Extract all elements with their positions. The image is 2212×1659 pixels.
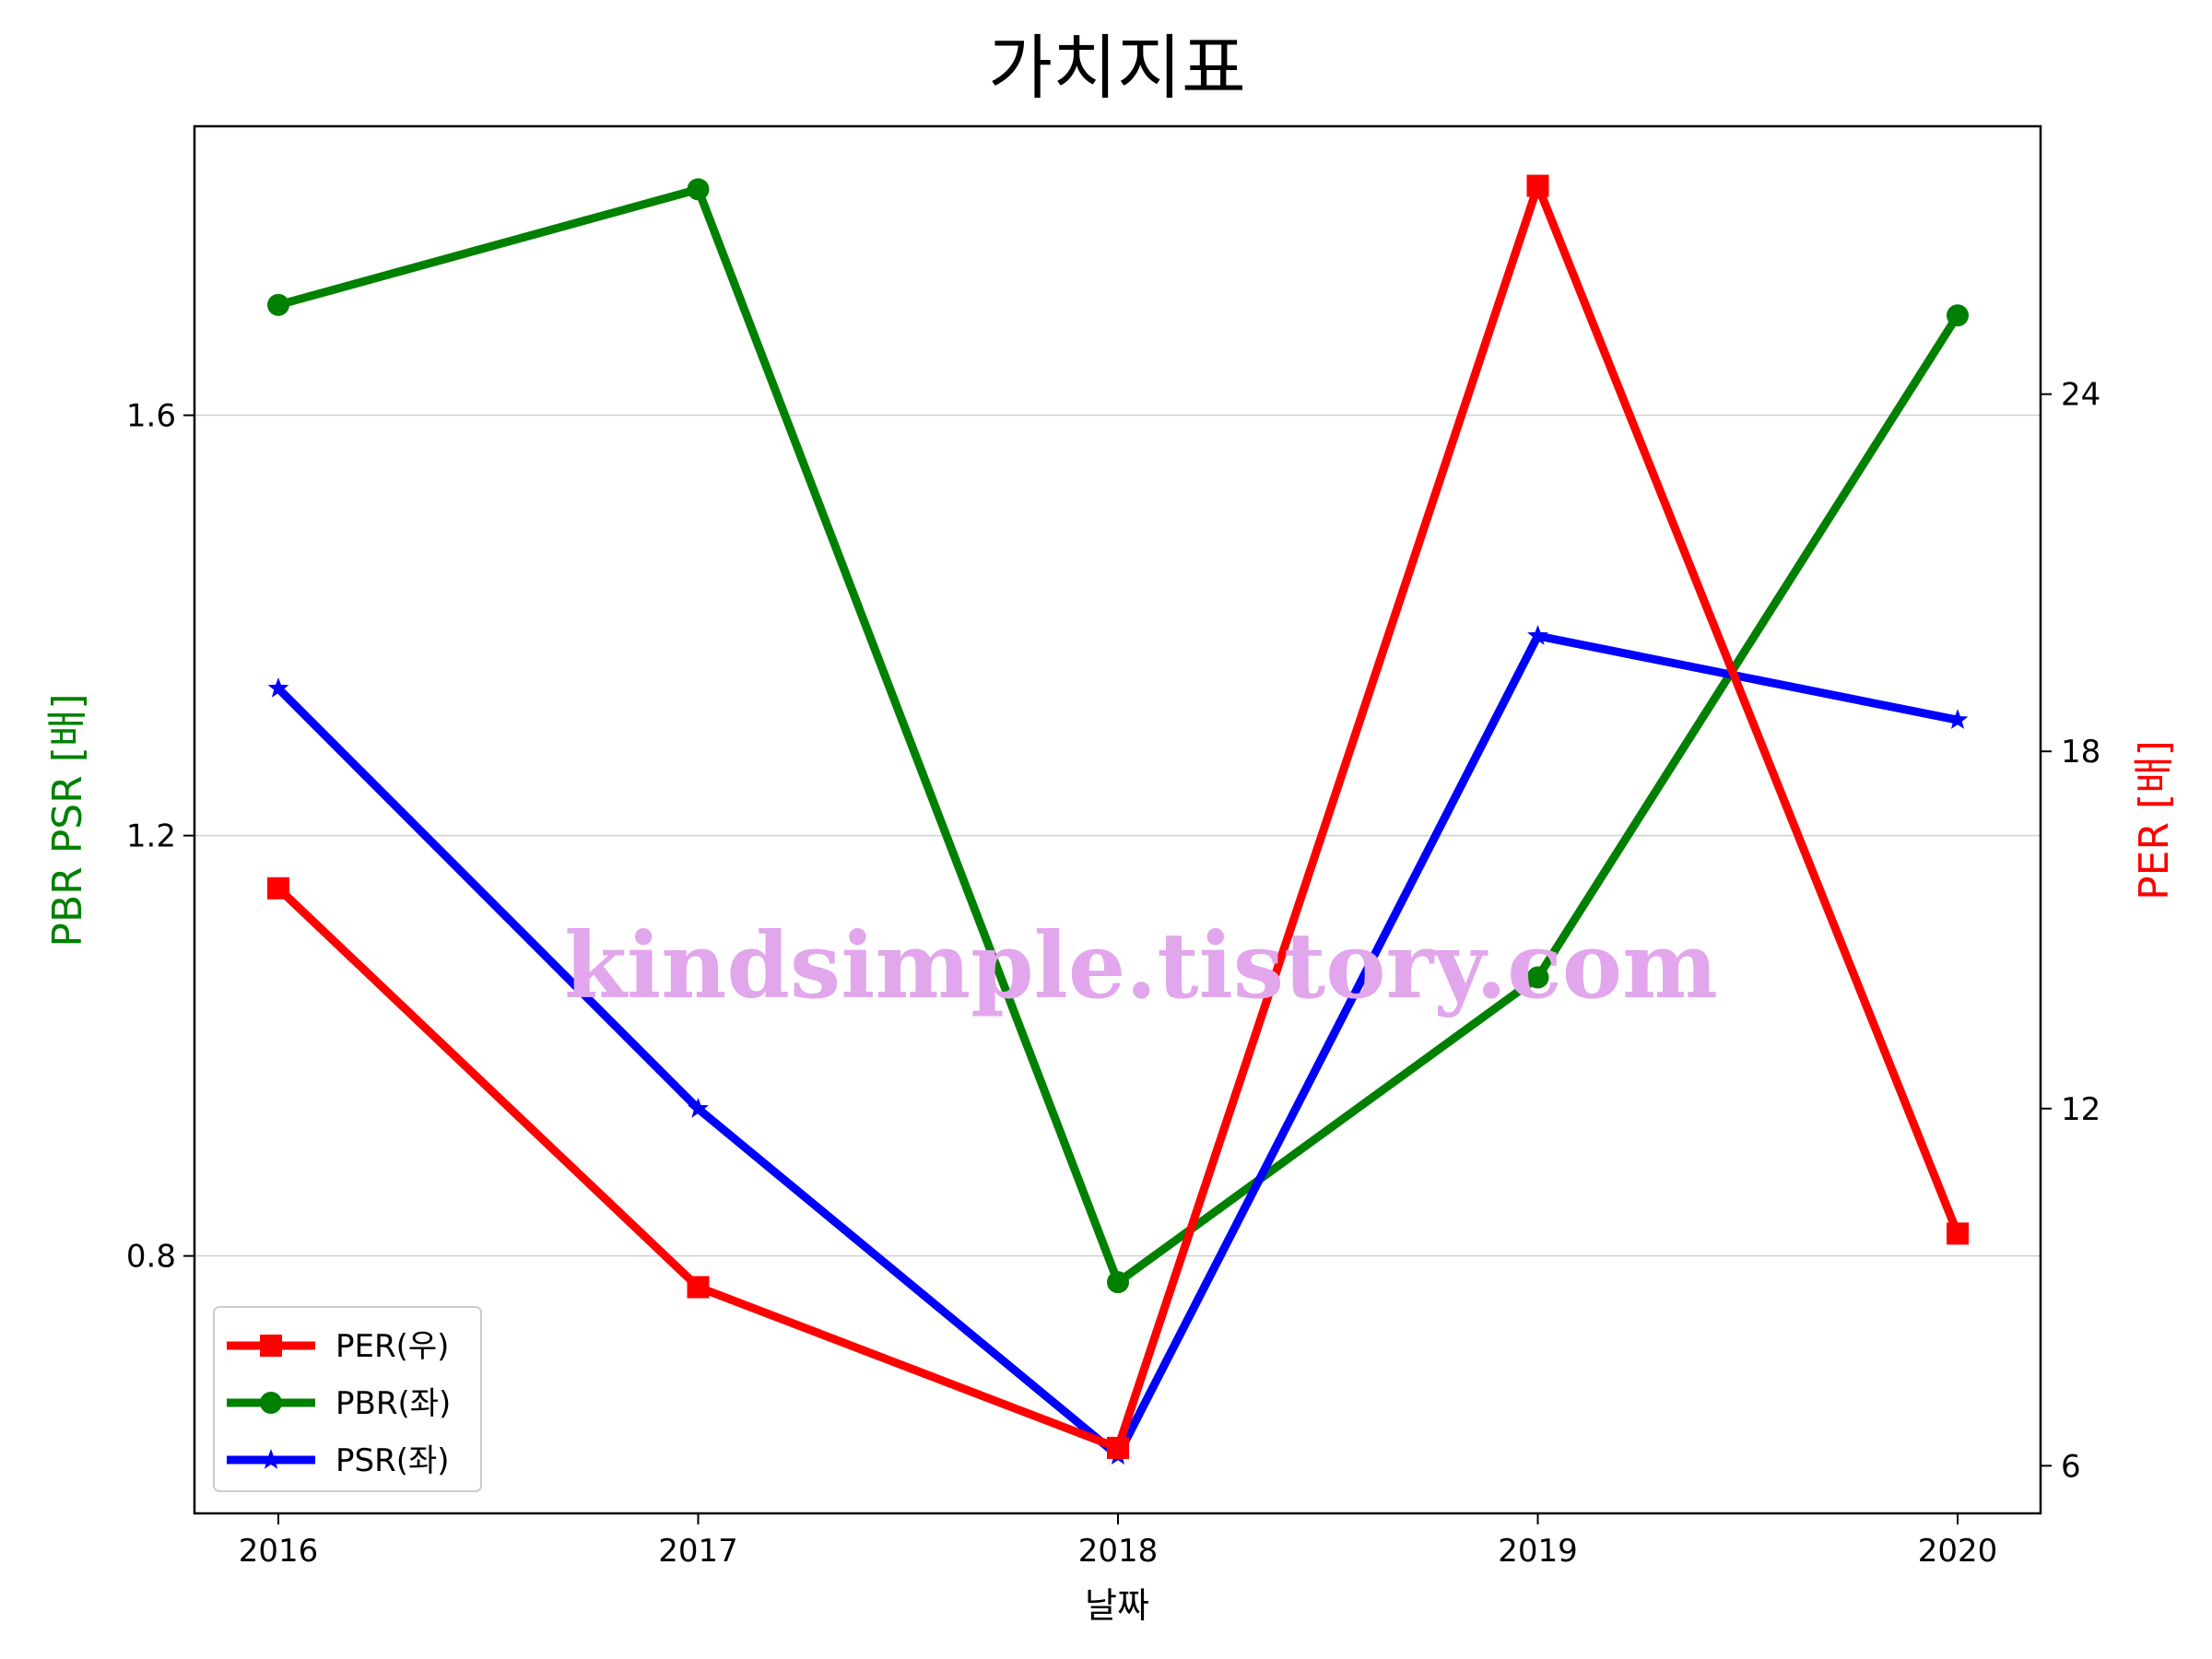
- left-tick-label: 0.8: [126, 1239, 176, 1276]
- legend-marker: [260, 1335, 282, 1357]
- x-axis: 2016 2017 2018 2019 2020: [239, 1513, 1998, 1570]
- watermark-text: kindsimple.tistory.com: [564, 913, 1718, 1019]
- y-axis-left-label: PBR PSR [배]: [44, 693, 91, 947]
- x-tick-label: 2017: [658, 1533, 738, 1570]
- x-axis-label: 날짜: [1085, 1585, 1149, 1626]
- data-point: [1107, 1271, 1129, 1294]
- series-PBR(좌): [267, 178, 1969, 1294]
- left-axis: 0.8 1.2 1.6: [126, 398, 194, 1276]
- series-PER(우): [267, 174, 1969, 1459]
- data-point: [687, 178, 710, 201]
- data-point: [1526, 966, 1549, 989]
- x-tick-label: 2020: [1918, 1533, 1998, 1570]
- legend-label: PBR(좌): [335, 1385, 451, 1422]
- data-point: [1947, 1222, 1969, 1245]
- series-line: [274, 631, 1962, 1460]
- series-line: [274, 184, 1962, 1287]
- x-tick-label: 2019: [1498, 1533, 1578, 1570]
- grid-lines: [194, 414, 2041, 1257]
- data-point: [1527, 625, 1548, 645]
- y-axis-right-label: PER [배]: [2131, 740, 2178, 900]
- data-point: [1947, 709, 1969, 729]
- data-point: [1526, 174, 1549, 197]
- legend-item: PSR(좌): [227, 1442, 450, 1479]
- data-point: [688, 1098, 709, 1118]
- right-tick-label: 6: [2061, 1448, 2081, 1485]
- series-layer: [267, 174, 1969, 1465]
- left-tick-label: 1.2: [126, 818, 176, 855]
- right-axis: 6 12 18 24: [2041, 377, 2100, 1485]
- data-point: [267, 293, 289, 316]
- series-line: [274, 182, 1962, 1453]
- series-PSR(좌): [267, 625, 1969, 1465]
- right-tick-label: 12: [2061, 1091, 2100, 1128]
- chart-title: 가치지표: [988, 27, 1246, 109]
- data-point: [267, 677, 289, 698]
- right-tick-label: 24: [2061, 377, 2100, 414]
- legend-marker: [260, 1392, 282, 1414]
- data-point: [1107, 1436, 1129, 1459]
- legend: PER(우) PBR(좌) PSR(좌): [213, 1306, 482, 1492]
- right-tick-label: 18: [2061, 734, 2100, 771]
- legend-label: PER(우): [335, 1328, 449, 1365]
- legend-item: PER(우): [227, 1328, 449, 1365]
- legend-label: PSR(좌): [335, 1442, 450, 1479]
- data-point: [687, 1276, 710, 1299]
- data-point: [267, 877, 289, 900]
- legend-marker: [260, 1449, 282, 1469]
- left-tick-label: 1.6: [126, 398, 176, 435]
- x-tick-label: 2016: [239, 1533, 319, 1570]
- plot-area: [193, 124, 2042, 1515]
- legend-item: PBR(좌): [227, 1385, 451, 1422]
- data-point: [1947, 304, 1969, 327]
- x-tick-label: 2018: [1078, 1533, 1159, 1570]
